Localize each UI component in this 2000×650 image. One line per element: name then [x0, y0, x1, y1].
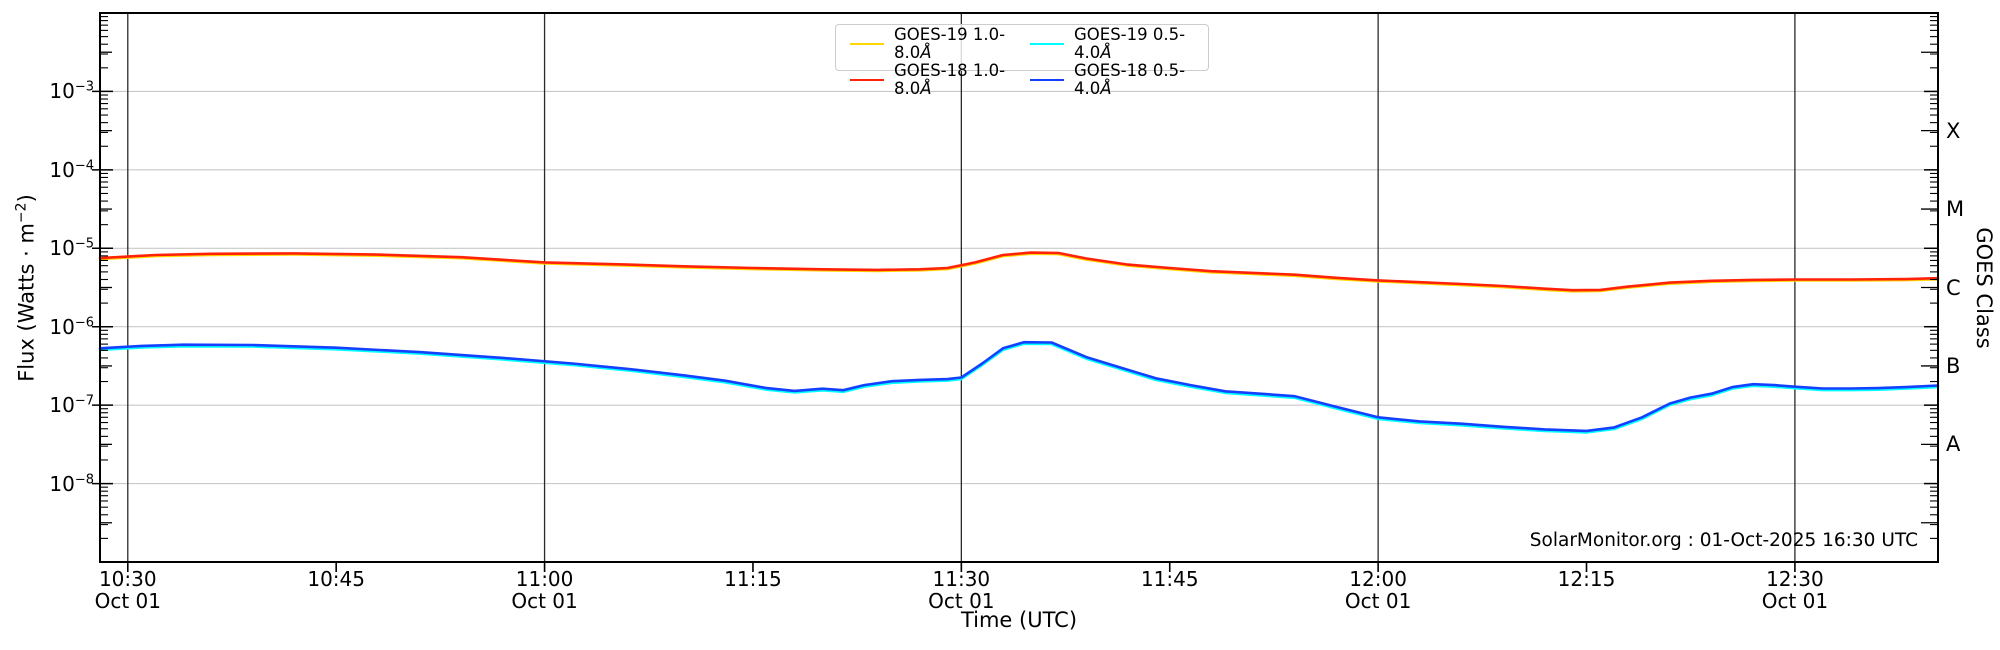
goes-class-label-a: A [1946, 432, 1961, 457]
x-axis-label: Time (UTC) [960, 608, 1078, 632]
x-tick-label: 11:15 [724, 567, 782, 591]
goes-class-label-x: X [1946, 118, 1961, 143]
goes-class-label-b: B [1946, 353, 1961, 378]
legend-item: GOES-18 0.5-4.0Å [1022, 62, 1202, 98]
y-tick-label: 10−5 [49, 236, 94, 261]
y-axis-label: Flux (Watts · m−2) [13, 194, 39, 382]
x-tick-label: 12:00 Oct 01 [1344, 567, 1412, 613]
legend: GOES-19 1.0-8.0Å GOES-19 0.5-4.0Å GOES-18 … [835, 24, 1209, 98]
legend-item: GOES-19 0.5-4.0Å [1022, 26, 1202, 62]
series-goes-18-0.5-4.0- [98, 340, 1940, 433]
watermark-annotation: SolarMonitor.org : 01-Oct-2025 16:30 UTC [1529, 530, 1918, 551]
x-tick-label: 11:00 Oct 01 [511, 567, 578, 613]
legend-line-swatch [850, 43, 884, 45]
right-axis-label: GOES Class [1972, 227, 1996, 349]
y-tick-label: 10−6 [49, 314, 94, 339]
legend-label: GOES-18 1.0-8.0Å [894, 61, 1006, 98]
series-goes-19-0.5-4.0- [98, 342, 1940, 434]
legend-line-swatch [1030, 43, 1064, 45]
x-tick-label: 11:30 Oct 01 [928, 567, 995, 613]
y-tick-label: 10−4 [49, 157, 94, 182]
y-tick-label: 10−8 [49, 471, 94, 496]
legend-label: GOES-19 0.5-4.0Å [1074, 25, 1186, 62]
x-tick-label: 11:45 [1140, 567, 1199, 591]
series-goes-18-1.0-8.0- [98, 251, 1940, 292]
legend-label: GOES-18 0.5-4.0Å [1074, 61, 1186, 98]
legend-label: GOES-19 1.0-8.0Å [894, 25, 1006, 62]
x-tick-label: 10:30 Oct 01 [94, 567, 161, 613]
x-tick-label: 12:15 [1557, 567, 1616, 591]
goes-class-label-m: M [1946, 197, 1965, 222]
legend-item: GOES-19 1.0-8.0Å [842, 26, 1022, 62]
legend-item: GOES-18 1.0-8.0Å [842, 62, 1022, 98]
x-tick-label: 10:45 [307, 567, 365, 591]
series-goes-19-1.0-8.0- [98, 252, 1940, 293]
y-tick-label: 10−3 [49, 79, 94, 104]
y-tick-label: 10−7 [49, 393, 94, 418]
legend-line-swatch [850, 79, 884, 81]
legend-line-swatch [1030, 79, 1064, 81]
goes-class-label-c: C [1946, 275, 1961, 300]
x-tick-label: 12:30 Oct 01 [1761, 567, 1829, 613]
